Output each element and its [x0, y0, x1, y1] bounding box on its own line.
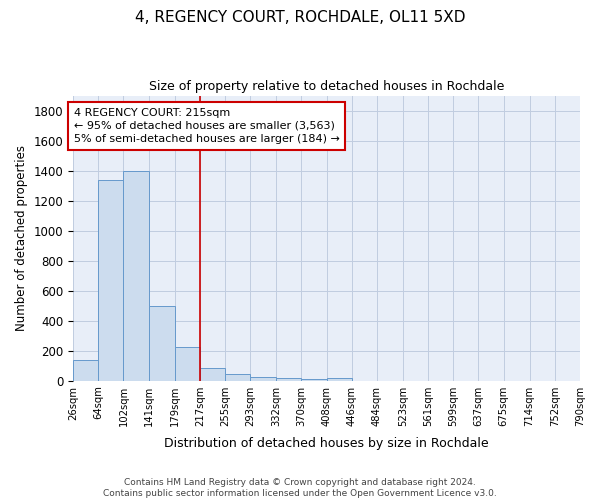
- Bar: [326, 378, 352, 380]
- Text: 4, REGENCY COURT, ROCHDALE, OL11 5XD: 4, REGENCY COURT, ROCHDALE, OL11 5XD: [135, 10, 465, 25]
- Bar: [301, 379, 326, 380]
- Title: Size of property relative to detached houses in Rochdale: Size of property relative to detached ho…: [149, 80, 504, 93]
- Bar: [98, 180, 124, 380]
- Text: 4 REGENCY COURT: 215sqm
← 95% of detached houses are smaller (3,563)
5% of semi-: 4 REGENCY COURT: 215sqm ← 95% of detache…: [74, 108, 340, 144]
- Bar: [149, 306, 175, 380]
- Bar: [124, 170, 149, 380]
- Bar: [175, 347, 200, 380]
- Y-axis label: Number of detached properties: Number of detached properties: [15, 145, 28, 331]
- Bar: [225, 374, 250, 380]
- Bar: [250, 377, 276, 380]
- X-axis label: Distribution of detached houses by size in Rochdale: Distribution of detached houses by size …: [164, 437, 489, 450]
- Bar: [276, 378, 301, 380]
- Bar: [73, 360, 98, 380]
- Text: Contains HM Land Registry data © Crown copyright and database right 2024.
Contai: Contains HM Land Registry data © Crown c…: [103, 478, 497, 498]
- Bar: [200, 368, 225, 380]
